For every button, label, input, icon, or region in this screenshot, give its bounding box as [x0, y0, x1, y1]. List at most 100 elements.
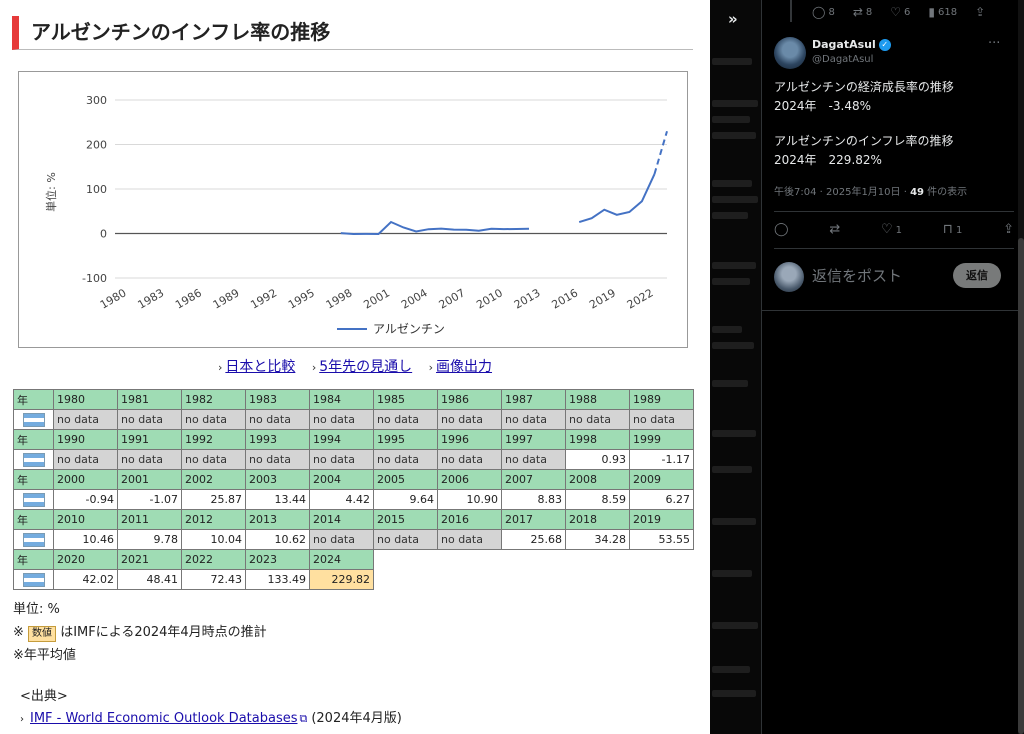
like-count[interactable]: ♡ 6 — [890, 5, 911, 19]
year-cell: 2000 — [53, 469, 118, 490]
year-cell: 2023 — [245, 549, 310, 570]
x-tick-label: 2010 — [474, 286, 505, 311]
x-tick-label: 1989 — [211, 286, 242, 311]
value-cell: no data — [117, 449, 182, 470]
year-header-cell: 年 — [13, 389, 54, 410]
year-cell: 1997 — [501, 429, 566, 450]
share-icon[interactable]: ⇪ — [975, 5, 986, 19]
year-cell: 2022 — [181, 549, 246, 570]
bookmark-icon: ⊓ — [942, 222, 953, 237]
reply-button[interactable]: ◯ — [774, 222, 789, 237]
bar-chart-icon: ▮ — [928, 5, 935, 19]
year-header-cell: 年 — [13, 509, 54, 530]
value-cell: 13.44 — [245, 489, 310, 510]
year-cell: 2003 — [245, 469, 310, 490]
value-cell: 48.41 — [117, 569, 182, 590]
year-cell: 1980 — [53, 389, 118, 410]
year-cell: 2018 — [565, 509, 630, 530]
year-cell: 1988 — [565, 389, 630, 410]
year-cell: 2009 — [629, 469, 694, 490]
heart-icon: ♡ — [890, 5, 902, 19]
five-year-outlook-link[interactable]: › 5年先の見通し — [311, 359, 413, 375]
tweet-thread: ◯ 8 ⇄ 8 ♡ 6 ▮ 618 ⇪ DagatAsul ✓ @DagatAsul ··… — [761, 0, 1024, 734]
blurred-timeline — [710, 0, 762, 734]
value-cell: no data — [501, 409, 566, 430]
year-cell: 2007 — [501, 469, 566, 490]
year-cell: 1982 — [181, 389, 246, 410]
legend-label: アルゼンチン — [373, 322, 445, 336]
value-cell: no data — [373, 529, 438, 550]
x-tick-label: 2001 — [361, 286, 392, 311]
collapse-panel-icon[interactable]: » — [728, 10, 738, 28]
argentina-flag-icon — [13, 529, 54, 550]
chevron-right-icon: › — [20, 714, 24, 725]
user-name[interactable]: DagatAsul ✓ — [812, 38, 891, 51]
x-tick-label: 2007 — [437, 286, 468, 311]
series-line — [340, 220, 530, 236]
argentina-flag-icon — [13, 489, 54, 510]
imf-weo-link[interactable]: IMF - World Economic Outlook Databases — [30, 711, 298, 726]
reply-count[interactable]: ◯ 8 — [812, 5, 835, 19]
series-line — [578, 173, 656, 224]
retweet-button[interactable]: ⇄ — [829, 222, 840, 237]
y-tick-label: 200 — [86, 139, 107, 152]
year-cell: 1994 — [309, 429, 374, 450]
value-cell: no data — [501, 449, 566, 470]
value-cell: 9.64 — [373, 489, 438, 510]
year-cell: 2005 — [373, 469, 438, 490]
value-cell: no data — [53, 409, 118, 430]
argentina-flag-icon — [13, 409, 54, 430]
external-link-icon: ⧉ — [299, 712, 308, 725]
value-cell: no data — [181, 449, 246, 470]
y-axis-label: 単位: % — [44, 172, 58, 212]
like-button[interactable]: ♡ 1 — [881, 222, 903, 237]
value-cell: no data — [53, 449, 118, 470]
year-cell: 2013 — [245, 509, 310, 530]
value-cell: -0.94 — [53, 489, 118, 510]
image-export-link[interactable]: › 画像出力 — [428, 359, 493, 375]
value-cell: -1.07 — [117, 489, 182, 510]
share-button[interactable]: ⇪ — [1003, 222, 1014, 237]
year-cell: 1999 — [629, 429, 694, 450]
y-tick-label: -100 — [82, 272, 107, 285]
reply-submit-button[interactable]: 返信 — [953, 263, 1001, 288]
reply-input[interactable]: 返信をポスト — [812, 267, 903, 285]
year-cell: 2002 — [181, 469, 246, 490]
avatar[interactable] — [774, 37, 806, 69]
tweet-meta: 午後7:04 · 2025年1月10日 · 49 件の表示 — [774, 187, 968, 198]
user-handle[interactable]: @DagatAsul — [812, 54, 874, 65]
x-tick-label: 2022 — [625, 286, 656, 311]
chevron-right-icon: › — [428, 361, 434, 374]
unit-note: 単位: % — [13, 602, 60, 617]
year-cell: 2020 — [53, 549, 118, 570]
inflation-chart: 300 200 100 0 -100 1980 1983 1986 1989 1992 1995 19… — [18, 71, 688, 348]
value-cell: 10.04 — [181, 529, 246, 550]
value-cell: 9.78 — [117, 529, 182, 550]
year-cell: 2024 — [309, 549, 374, 570]
value-cell: no data — [437, 529, 502, 550]
value-cell: no data — [437, 449, 502, 470]
x-tick-label: 1992 — [248, 286, 279, 311]
y-tick-label: 0 — [100, 228, 107, 241]
value-cell: no data — [373, 409, 438, 430]
value-cell: no data — [565, 409, 630, 430]
value-cell: -1.17 — [629, 449, 694, 470]
series-estimate-line — [653, 130, 668, 175]
verified-icon: ✓ — [878, 39, 891, 51]
share-icon: ⇪ — [1003, 222, 1014, 237]
retweet-count[interactable]: ⇄ 8 — [852, 5, 873, 19]
scrollbar[interactable] — [1018, 0, 1024, 734]
value-cell: no data — [437, 409, 502, 430]
year-cell: 1996 — [437, 429, 502, 450]
compare-japan-link[interactable]: › 日本と比較 — [217, 359, 296, 375]
year-header-cell: 年 — [13, 549, 54, 570]
tweet-text: アルゼンチンの経済成長率の推移 2024年 -3.48% アルゼンチンのインフレ… — [774, 80, 954, 167]
value-cell: no data — [373, 449, 438, 470]
year-cell: 2017 — [501, 509, 566, 530]
year-cell: 2019 — [629, 509, 694, 530]
value-cell: 10.62 — [245, 529, 310, 550]
bookmark-button[interactable]: ⊓ 1 — [942, 222, 963, 237]
x-tick-label: 2013 — [512, 286, 543, 311]
view-count[interactable]: ▮ 618 — [928, 5, 958, 19]
more-options-icon[interactable]: ··· — [988, 36, 1001, 51]
